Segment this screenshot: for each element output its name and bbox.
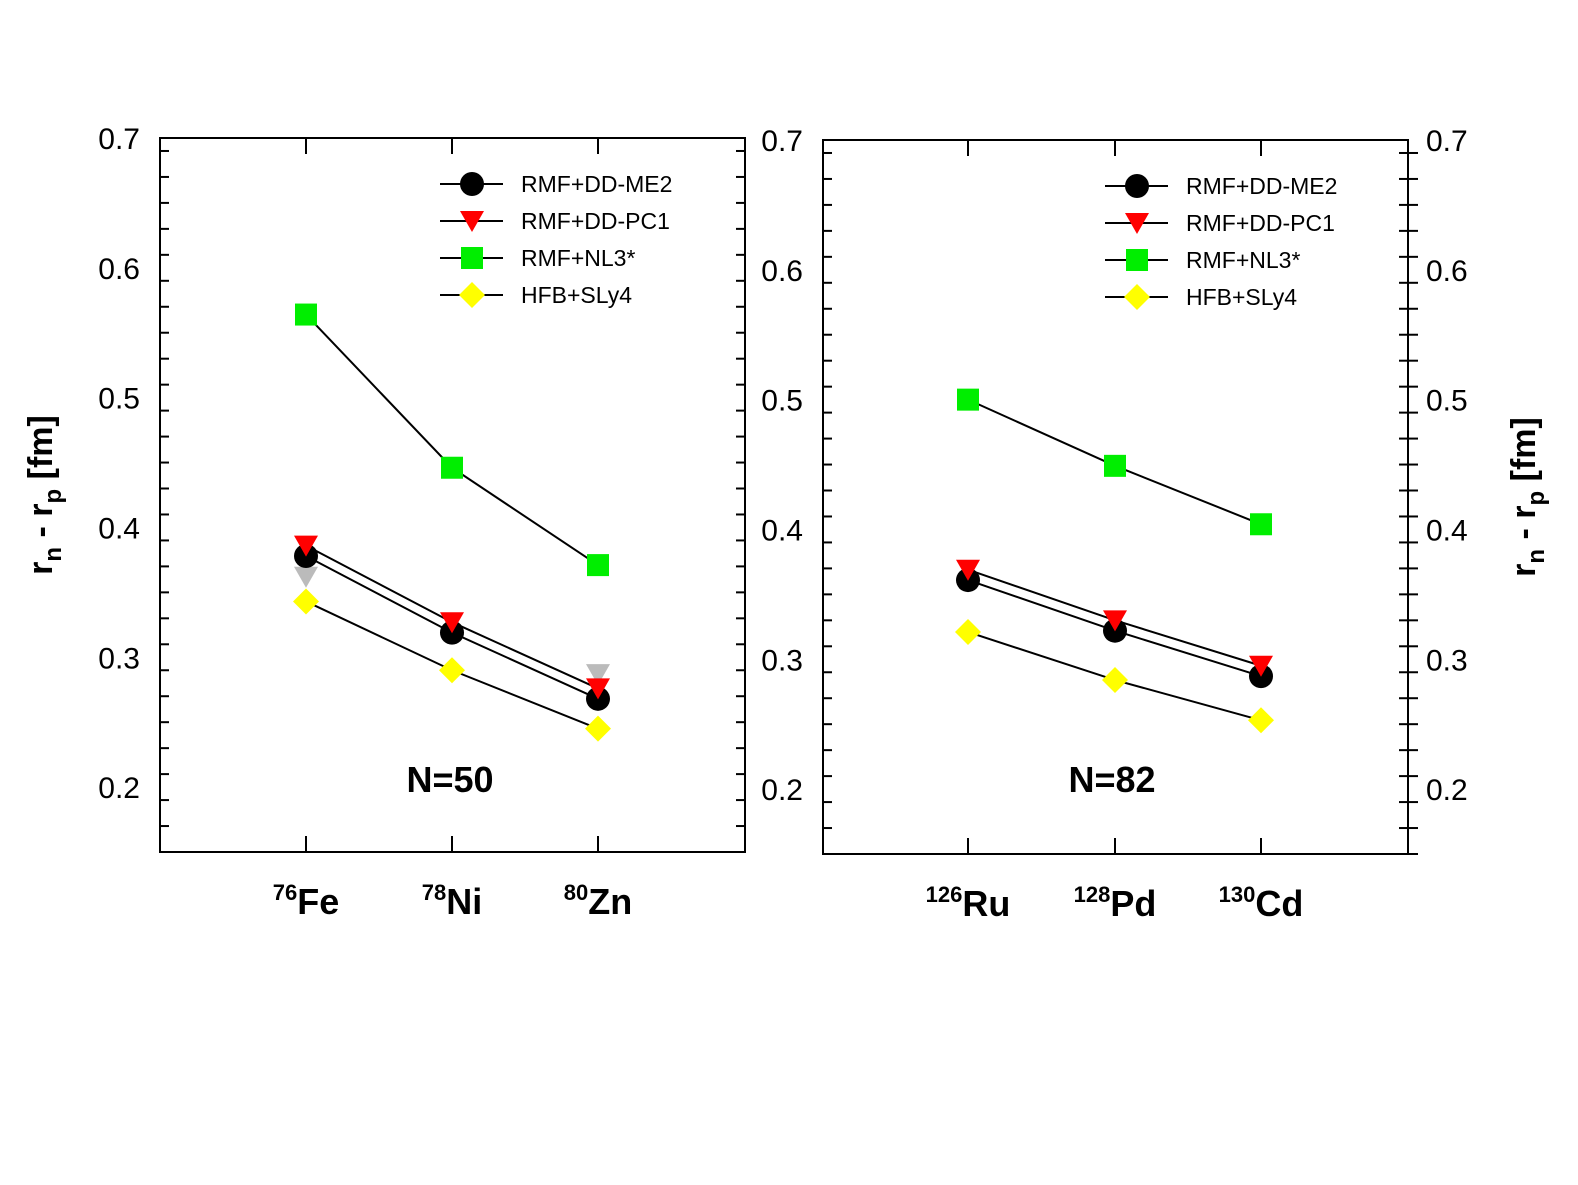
legend-marker-RMF+DD-PC1: [460, 211, 484, 232]
y-tick-label: 0.3: [761, 644, 803, 677]
chart-panel-right: 0.2 0.2 0.3 0.3 0.4 0.4 0.5 0.5 0.6 0.6 0.7 0.7 rn -…: [761, 125, 1550, 924]
data-point-HFB+SLy4: [955, 619, 981, 646]
series-markers: [293, 303, 611, 742]
legend-marker-RMF+NL3*: [461, 247, 483, 269]
legend: RMF+DD-ME2 RMF+DD-PC1 RMF+NL3* HFB+SLy4: [440, 171, 672, 308]
data-point-RMF+NL3*: [587, 554, 609, 577]
data-point-RMF+NL3*: [1250, 513, 1272, 536]
y-axis-label-unit: [fm]: [1505, 417, 1543, 491]
legend-marker-RMF+NL3*: [1126, 249, 1148, 271]
x-category-symbol: Cd: [1255, 883, 1303, 924]
data-point-RMF+DD-PC1: [1249, 655, 1273, 677]
y-tick-label-right: 0.5: [1426, 385, 1468, 418]
y-ticks: [823, 140, 1418, 855]
data-point-HFB+SLy4: [293, 588, 319, 615]
legend-label: HFB+SLy4: [1186, 284, 1297, 310]
legend-label: RMF+DD-ME2: [521, 171, 672, 197]
legend: RMF+DD-ME2 RMF+DD-PC1 RMF+NL3* HFB+SLy4: [1105, 173, 1337, 310]
legend-marker-RMF+DD-ME2: [1125, 174, 1149, 198]
data-point-HFB+SLy4: [585, 715, 611, 742]
x-category-mass: 78: [422, 880, 446, 905]
x-category-mass: 128: [1074, 882, 1111, 907]
y-axis-label: rn - rp [fm]: [22, 415, 67, 575]
x-category-symbol: Pd: [1110, 883, 1156, 924]
data-point-RMF+DD-PC1: [1103, 610, 1127, 632]
data-point-RMF+DD-PC1: [956, 559, 980, 581]
chart-panel-left: 0.2 0.3 0.4 0.5 0.6 0.7 rn - rp [fm] 76Fe 78Ni 80…: [22, 123, 746, 922]
legend-label: HFB+SLy4: [521, 282, 632, 308]
data-point-RMF+NL3*: [295, 303, 317, 326]
y-axis-label-mid: - r: [22, 503, 60, 546]
series-markers: [955, 388, 1274, 734]
x-category-mass: 130: [1219, 882, 1256, 907]
y-tick-label: 0.5: [761, 385, 803, 418]
y-tick-label: 0.7: [761, 125, 803, 158]
legend-label: RMF+DD-PC1: [521, 208, 670, 234]
data-point-RMF+DD-PC1: [294, 535, 318, 557]
legend-label: RMF+NL3*: [521, 245, 635, 271]
y-tick-label: 0.3: [98, 642, 140, 675]
legend-marker-HFB+SLy4: [1124, 284, 1150, 310]
y-tick-label-right: 0.7: [1426, 125, 1468, 158]
panel-annotation: N=82: [1068, 759, 1155, 800]
panel-annotation: N=50: [406, 759, 493, 800]
y-tick-label: 0.5: [98, 383, 140, 416]
x-category-mass: 80: [564, 880, 588, 905]
y-axis-label-r: r: [22, 562, 60, 575]
legend-label: RMF+DD-ME2: [1186, 173, 1337, 199]
y-axis-label-sub: n: [1523, 549, 1550, 564]
y-ticks: [160, 138, 745, 853]
data-point-RMF+DD-PC1: [440, 612, 464, 634]
data-point-HFB+SLy4: [439, 657, 465, 684]
y-axis-label-mid: - r: [1505, 505, 1543, 548]
x-category-label: 130Cd: [1219, 882, 1304, 924]
x-category-symbol: Zn: [588, 881, 632, 922]
legend-marker-RMF+DD-ME2: [460, 172, 484, 196]
x-category-symbol: Ru: [962, 883, 1010, 924]
y-axis-label-unit: [fm]: [22, 415, 60, 489]
y-tick-label: 0.4: [98, 512, 140, 545]
x-category-label: 76Fe: [273, 880, 340, 922]
legend-marker-HFB+SLy4: [459, 282, 485, 308]
x-category-symbol: Fe: [297, 881, 339, 922]
data-point-RMF+NL3*: [957, 388, 979, 411]
y-tick-label-right: 0.4: [1426, 514, 1468, 547]
x-category-label: 126Ru: [926, 882, 1011, 924]
y-tick-label-right: 0.3: [1426, 644, 1468, 677]
x-category-mass: 126: [926, 882, 963, 907]
y-tick-label: 0.2: [98, 772, 140, 805]
x-category-label: 128Pd: [1074, 882, 1157, 924]
y-tick-label: 0.6: [761, 255, 803, 288]
grey-reference-marker: [294, 566, 318, 588]
grey-reference-marker: [586, 664, 610, 686]
data-point-RMF+NL3*: [1104, 454, 1126, 477]
legend-label: RMF+NL3*: [1186, 247, 1300, 273]
y-tick-label-right: 0.2: [1426, 774, 1468, 807]
data-point-HFB+SLy4: [1102, 667, 1128, 694]
y-tick-label: 0.2: [761, 774, 803, 807]
legend-marker-RMF+DD-PC1: [1125, 213, 1149, 234]
x-category-symbol: Ni: [446, 881, 482, 922]
y-tick-label-right: 0.6: [1426, 255, 1468, 288]
y-tick-label: 0.7: [98, 123, 140, 156]
y-axis-label: rn - rp [fm]: [1505, 417, 1550, 577]
x-category-mass: 76: [273, 880, 297, 905]
x-category-label: 80Zn: [564, 880, 632, 922]
y-axis-label-sub: p: [1523, 491, 1550, 506]
data-point-RMF+DD-PC1: [586, 678, 610, 700]
y-axis-label-r: r: [1505, 564, 1543, 577]
y-tick-label: 0.4: [761, 514, 803, 547]
y-axis-label-sub: p: [40, 489, 67, 504]
data-point-HFB+SLy4: [1248, 707, 1274, 734]
legend-label: RMF+DD-PC1: [1186, 210, 1335, 236]
data-point-RMF+NL3*: [441, 456, 463, 479]
y-tick-label: 0.6: [98, 253, 140, 286]
x-category-label: 78Ni: [422, 880, 482, 922]
y-axis-label-sub: n: [40, 547, 67, 562]
